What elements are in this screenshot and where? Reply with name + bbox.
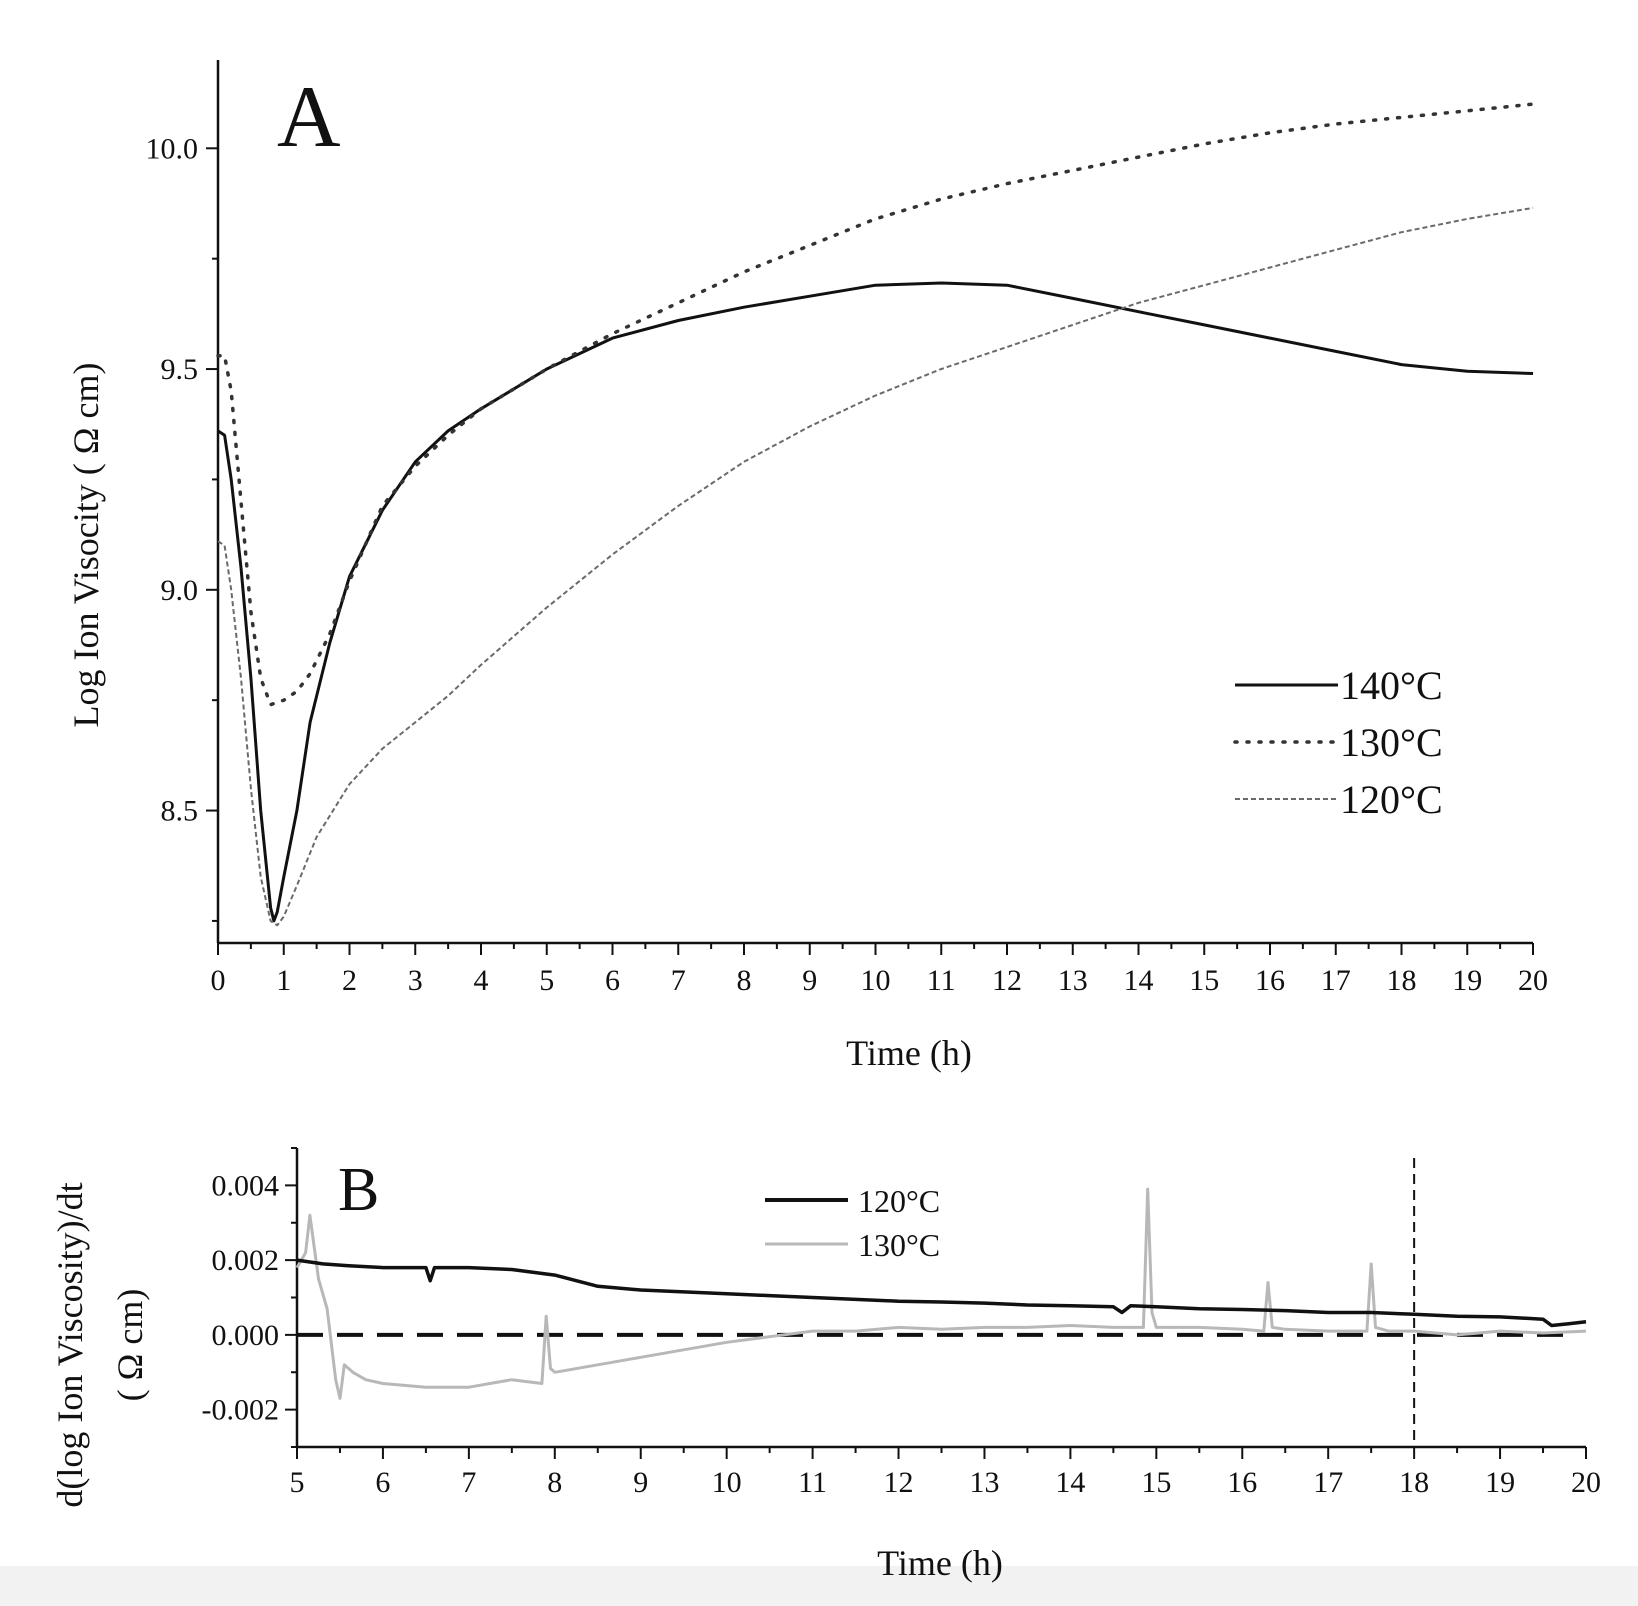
panel-a-y-tick-label-8-5: 8.5: [161, 795, 199, 828]
panel-a-x-tick-label-9: 9: [802, 964, 817, 997]
panel-b-y-tick-label-0-002: 0.002: [212, 1244, 280, 1277]
panel-b-x-tick-label-12: 12: [884, 1466, 914, 1499]
panel-b-y-axis-title: d(log Ion Viscosity)/dt: [50, 1182, 90, 1507]
panel-a-y-axis-title: Log Ion Visocity ( Ω cm): [66, 363, 106, 728]
panel-b-series-group: [295, 1158, 1587, 1447]
panel-a-x-tick-label-13: 13: [1058, 964, 1088, 997]
panel-b-legend: 120°C 130°C: [765, 1183, 940, 1263]
panel-b-x-tick-label-16: 16: [1227, 1466, 1257, 1499]
panel-a-x-tick-label-17: 17: [1321, 964, 1351, 997]
panel-a-x-tick-label-4: 4: [474, 964, 489, 997]
bottom-background-strip: [0, 1566, 1638, 1606]
panel-a-series-140-c: [217, 281, 1534, 923]
panel-a-y-tick-label-9-5: 9.5: [161, 353, 199, 386]
panel-a-x-tick-label-15: 15: [1189, 964, 1219, 997]
panel-b-x-tick-label-15: 15: [1141, 1466, 1171, 1499]
panel-b-x-tick-label-18: 18: [1399, 1466, 1429, 1499]
panel-b-series-130-c: [295, 1187, 1587, 1400]
panel-b-x-tick-label-8: 8: [547, 1466, 562, 1499]
panel-b-y-axis-unit: ( Ω cm): [110, 1289, 150, 1402]
panel-a-x-tick-label-1: 1: [276, 964, 291, 997]
panel-b-x-tick-label-7: 7: [461, 1466, 476, 1499]
legend-label-b-120c: 120°C: [858, 1183, 940, 1219]
panel-b-x-tick-label-9: 9: [633, 1466, 648, 1499]
panel-a-x-tick-label-2: 2: [342, 964, 357, 997]
panel-b-x-tick-label-6: 6: [375, 1466, 390, 1499]
panel-a-x-axis-title: Time (h): [846, 1033, 972, 1073]
panel-a: 0 1 2 3 4 5 6 7 8 9 10 11 12 13 14 15 16 17 18 19 208.59.09.…: [66, 60, 1548, 1073]
panel-b-x-tick-label-19: 19: [1485, 1466, 1515, 1499]
panel-b-x-tick-label-10: 10: [712, 1466, 742, 1499]
panel-a-x-tick-label-7: 7: [671, 964, 686, 997]
panel-b-y-tick-label-0-000: 0.000: [212, 1319, 280, 1352]
panel-b-letter: B: [338, 1156, 379, 1224]
panel-b-series-120-c: [296, 1258, 1587, 1328]
panel-a-x-tick-label-20: 20: [1518, 964, 1548, 997]
panel-a-x-tick-label-5: 5: [539, 964, 554, 997]
panel-a-x-tick-label-19: 19: [1452, 964, 1482, 997]
legend-label-120c: 120°C: [1340, 777, 1443, 822]
panel-b-x-tick-label-5: 5: [290, 1466, 305, 1499]
panel-b-x-tick-label-17: 17: [1313, 1466, 1343, 1499]
panel-b-x-tick-label-14: 14: [1055, 1466, 1085, 1499]
legend-label-130c: 130°C: [1340, 720, 1443, 765]
panel-a-series-group: [216, 102, 1535, 927]
panel-a-y-tick-label-10-0: 10.0: [146, 132, 199, 165]
panel-b-axes: 5 6 7 8 9 10 11 12 13 14 15 16 17 18 19 20 -0.002 0.000 0.…: [202, 1147, 1601, 1499]
panel-a-x-tick-label-6: 6: [605, 964, 620, 997]
legend-label-140c: 140°C: [1340, 663, 1443, 708]
panel-a-x-tick-label-18: 18: [1387, 964, 1417, 997]
panel-a-x-tick-label-14: 14: [1124, 964, 1154, 997]
panel-a-x-tick-label-16: 16: [1255, 964, 1285, 997]
panel-b-x-axis-title: Time (h): [877, 1543, 1003, 1583]
panel-b-x-tick-label-11: 11: [798, 1466, 827, 1499]
panel-a-x-tick-label-10: 10: [861, 964, 891, 997]
panel-a-series-130-c: [216, 102, 1535, 707]
panel-a-series-120-c: [217, 206, 1534, 927]
panel-a-x-tick-label-12: 12: [992, 964, 1022, 997]
legend-label-b-130c: 130°C: [858, 1227, 940, 1263]
panel-a-x-tick-label-8: 8: [737, 964, 752, 997]
panel-a-letter: A: [277, 69, 341, 166]
panel-a-x-tick-label-0: 0: [211, 964, 226, 997]
panel-b: 5 6 7 8 9 10 11 12 13 14 15 16 17 18 19 20 -0.002 0.000 0.…: [50, 1147, 1601, 1583]
panel-a-x-tick-label-3: 3: [408, 964, 423, 997]
panel-a-axes: 0 1 2 3 4 5 6 7 8 9 10 11 12 13 14 15 16 17 18 19 208.59.09.…: [146, 60, 1548, 997]
panel-a-legend: 140°C 130°C 120°C: [1233, 663, 1443, 822]
panel-a-x-tick-label-11: 11: [927, 964, 956, 997]
panel-b-y-tick-label-0-004: 0.004: [212, 1169, 280, 1202]
panel-b-x-tick-label-20: 20: [1571, 1466, 1601, 1499]
panel-a-y-tick-label-9-0: 9.0: [161, 574, 199, 607]
panel-b-x-tick-label-13: 13: [969, 1466, 999, 1499]
panel-b-y-tick-label-0-002: -0.002: [202, 1394, 280, 1427]
